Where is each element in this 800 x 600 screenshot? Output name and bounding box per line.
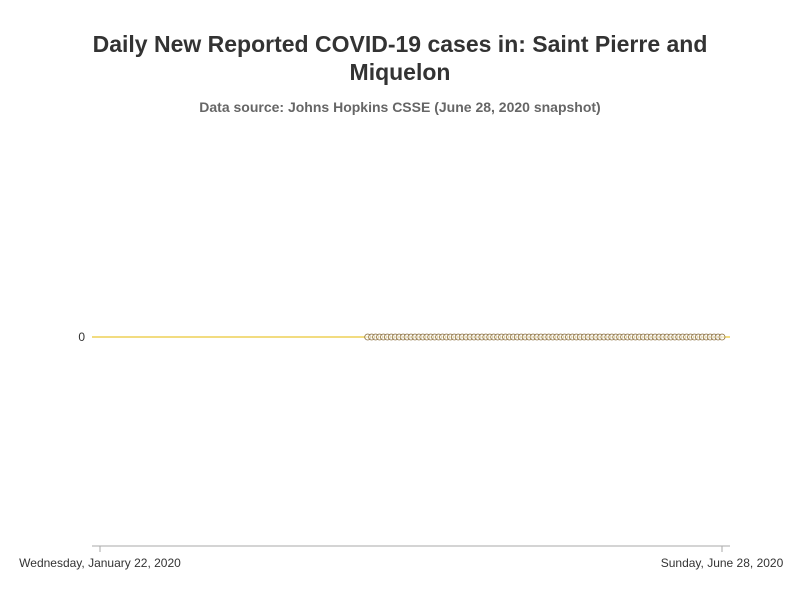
marker-layer — [364, 333, 726, 341]
chart-subtitle: Data source: Johns Hopkins CSSE (June 28… — [199, 99, 601, 115]
axis-layer — [92, 545, 730, 552]
chart-title: Daily New Reported COVID-19 cases in: Sa… — [92, 31, 708, 85]
data-point — [718, 333, 726, 341]
y-tick-label-0: 0 — [78, 330, 85, 344]
x-tick-label-end: Sunday, June 28, 2020 — [661, 556, 784, 570]
x-tick-label-start: Wednesday, January 22, 2020 — [19, 556, 181, 570]
